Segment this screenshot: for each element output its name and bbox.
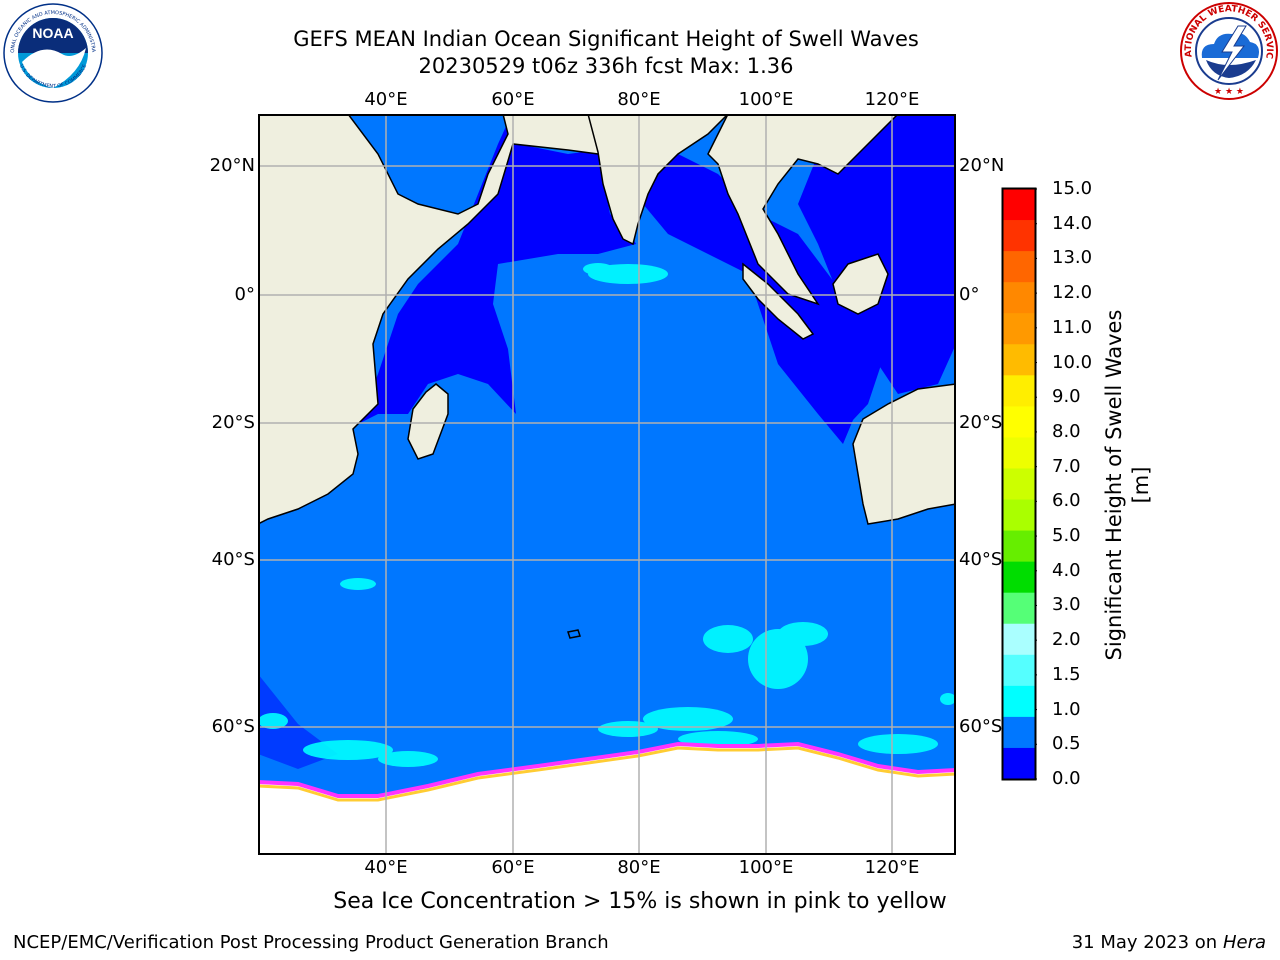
colorbar-segment bbox=[1003, 623, 1035, 656]
colorbar-frame bbox=[1001, 187, 1037, 781]
colorbar-label: 11.0 bbox=[1052, 316, 1093, 338]
colorbar-segment bbox=[1003, 716, 1035, 749]
colorbar-segment bbox=[1003, 375, 1035, 407]
lon-tick-top: 40°E bbox=[364, 89, 408, 110]
colorbar-label: 6.0 bbox=[1052, 490, 1081, 512]
colorbar-segment bbox=[1003, 530, 1035, 563]
sea-ice bbox=[258, 741, 956, 855]
colorbar-segment bbox=[1003, 437, 1035, 469]
nws-stars-icon: ★ ★ ★ bbox=[1214, 87, 1244, 97]
colorbar-segment bbox=[1003, 313, 1035, 345]
colorbar-label: 15.0 bbox=[1052, 178, 1093, 199]
noaa-logo: NOAA NATIONAL OCEANIC AND ATMOSPHERIC AD… bbox=[2, 2, 103, 103]
colorbar-segment bbox=[1003, 282, 1035, 314]
colorbar-segment bbox=[1003, 251, 1035, 283]
colorbar-segment bbox=[1003, 468, 1035, 501]
colorbar-label: 7.0 bbox=[1052, 455, 1081, 477]
footer-machine: Hera bbox=[1222, 932, 1266, 953]
colorbar-segment bbox=[1003, 561, 1035, 594]
colorbar-segment bbox=[1003, 499, 1035, 532]
colorbar-segment bbox=[1003, 685, 1035, 718]
colorbar-label: 0.0 bbox=[1052, 768, 1081, 789]
colorbar-label: 1.5 bbox=[1052, 663, 1081, 685]
lat-tick-left: 20°N bbox=[209, 155, 255, 176]
lon-tick-top: 80°E bbox=[617, 89, 661, 110]
lat-tick-right: 60°S bbox=[959, 716, 1003, 737]
colorbar-label: 14.0 bbox=[1052, 212, 1093, 234]
footer-credit: NCEP/EMC/Verification Post Processing Pr… bbox=[13, 932, 609, 953]
map-title: GEFS MEAN Indian Ocean Significant Heigh… bbox=[293, 27, 919, 51]
colorbar-segment bbox=[1003, 592, 1035, 625]
lon-tick-top: 100°E bbox=[738, 89, 794, 110]
map-frame bbox=[258, 114, 956, 855]
lon-tick-bottom: 120°E bbox=[864, 857, 920, 878]
colorbar-label: 4.0 bbox=[1052, 559, 1081, 581]
lat-tick-right: 0° bbox=[959, 284, 980, 305]
lat-tick-right: 40°S bbox=[959, 549, 1003, 570]
colorbar-segment bbox=[1003, 189, 1035, 221]
map-plot bbox=[258, 114, 956, 855]
colorbar-label: 10.0 bbox=[1052, 351, 1093, 373]
footer-date: 31 May 2023 on Hera bbox=[1072, 932, 1266, 953]
grid-lines bbox=[258, 114, 956, 855]
lat-tick-left: 0° bbox=[234, 284, 255, 305]
colorbar-label: 1.0 bbox=[1052, 698, 1081, 720]
colorbar-label: 0.5 bbox=[1052, 733, 1081, 755]
lon-tick-bottom: 100°E bbox=[738, 857, 794, 878]
lon-tick-bottom: 40°E bbox=[364, 857, 408, 878]
noaa-logo-text: NOAA bbox=[32, 25, 73, 41]
colorbar-segment bbox=[1003, 747, 1035, 780]
lat-tick-left: 20°S bbox=[211, 412, 255, 433]
colorbar-segment bbox=[1003, 654, 1035, 687]
lat-tick-right: 20°S bbox=[959, 412, 1003, 433]
lon-tick-bottom: 60°E bbox=[491, 857, 535, 878]
lon-tick-top: 120°E bbox=[864, 89, 920, 110]
lat-tick-right: 20°N bbox=[959, 155, 1005, 176]
lat-tick-left: 40°S bbox=[211, 549, 255, 570]
lon-tick-top: 60°E bbox=[491, 89, 535, 110]
colorbar-label: 13.0 bbox=[1052, 247, 1093, 269]
sea-ice-caption: Sea Ice Concentration > 15% is shown in … bbox=[333, 889, 947, 914]
colorbar-segment bbox=[1003, 406, 1035, 438]
colorbar-segment bbox=[1003, 220, 1035, 252]
lon-tick-bottom: 80°E bbox=[617, 857, 661, 878]
colorbar-segment bbox=[1003, 344, 1035, 376]
lat-tick-left: 60°S bbox=[211, 716, 255, 737]
colorbar-label: 3.0 bbox=[1052, 594, 1081, 616]
colorbar-label: 9.0 bbox=[1052, 386, 1081, 408]
colorbar-label: 8.0 bbox=[1052, 420, 1081, 442]
colorbar-title: Significant Height of Swell Waves [m] bbox=[1102, 309, 1153, 661]
colorbar-label: 5.0 bbox=[1052, 525, 1081, 547]
footer-date-text: 31 May 2023 on bbox=[1071, 932, 1218, 953]
nws-logo: NATIONAL WEATHER SERVICE ★ ★ ★ bbox=[1178, 0, 1278, 100]
colorbar-label: 12.0 bbox=[1052, 282, 1093, 304]
colorbar-label: 2.0 bbox=[1052, 629, 1081, 651]
map-subtitle: 20230529 t06z 336h fcst Max: 1.36 bbox=[418, 54, 794, 78]
colorbar bbox=[1001, 187, 1037, 781]
